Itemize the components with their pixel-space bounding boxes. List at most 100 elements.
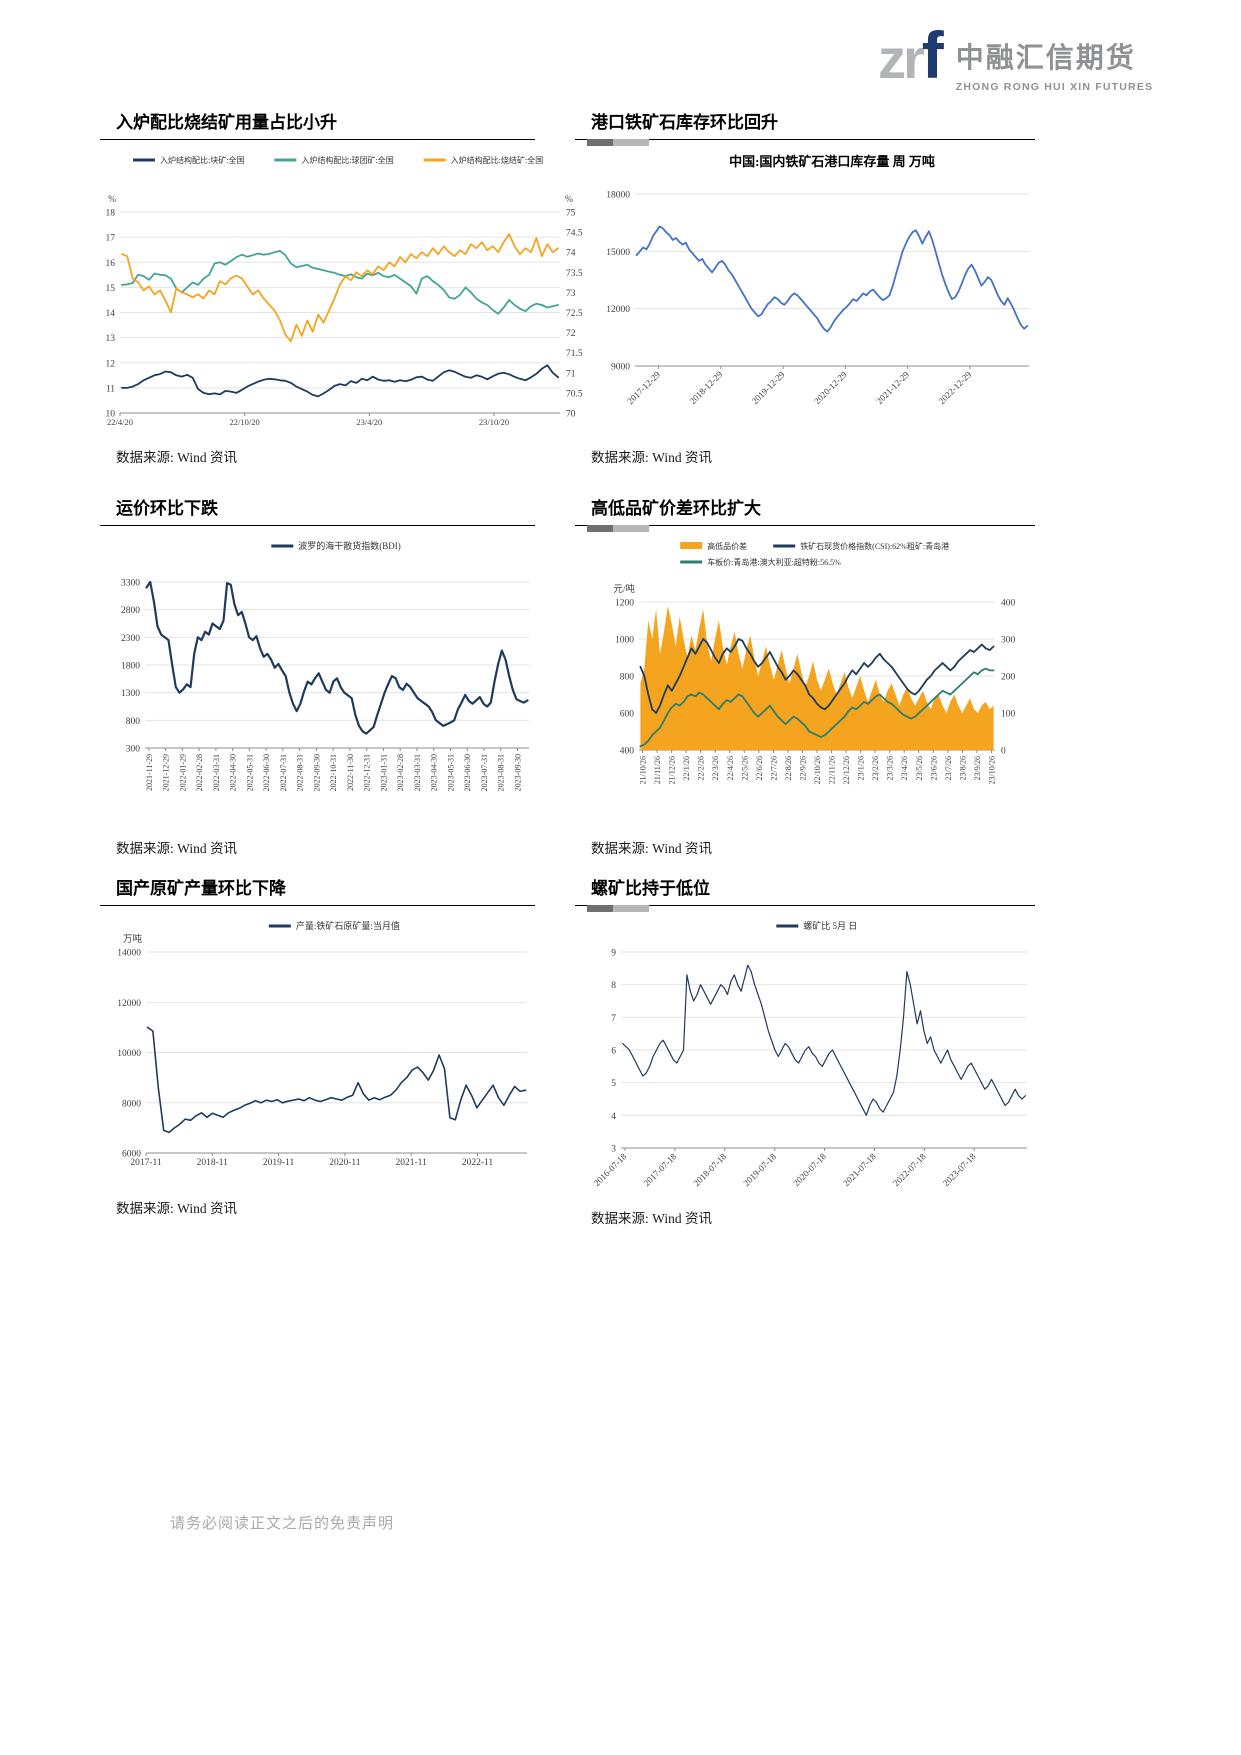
y2-tick-label: 70.5 bbox=[566, 390, 583, 400]
x-tick-label: 2018-07-18 bbox=[691, 1151, 728, 1188]
x-tick-label: 22/6/26 bbox=[755, 756, 764, 780]
x-tick-label: 2022-12-29 bbox=[937, 369, 974, 406]
y-tick-label: 11 bbox=[106, 385, 115, 395]
panel-title-furnace-blend: 入炉配比烧结矿用量占比小升 bbox=[100, 112, 535, 141]
y-tick-label: 4 bbox=[611, 1112, 616, 1122]
logo-mark: zrf bbox=[878, 22, 944, 88]
x-tick-label: 2022-04-30 bbox=[229, 754, 238, 791]
x-tick-label: 2020-07-18 bbox=[791, 1151, 828, 1188]
y-tick-label: 17 bbox=[106, 234, 116, 244]
legend-label: 波罗的海干散货指数(BDI) bbox=[298, 540, 401, 551]
y2-tick-label: 70 bbox=[566, 410, 576, 420]
x-tick-label: 2020-12-29 bbox=[812, 369, 849, 406]
x-tick-label: 2022-08-31 bbox=[296, 754, 305, 791]
x-tick-label: 21/12/26 bbox=[668, 756, 677, 784]
logo-f: f bbox=[921, 18, 944, 92]
y2-tick-label: 200 bbox=[1001, 673, 1016, 683]
data-source-caption: 数据来源: Wind 资讯 bbox=[591, 841, 712, 857]
x-tick-label: 2019-12-29 bbox=[750, 369, 787, 406]
x-tick-label: 2023-03-31 bbox=[413, 754, 422, 791]
y-tick-label: 13 bbox=[106, 334, 116, 344]
x-tick-label: 2023-02-28 bbox=[396, 754, 405, 791]
port-inventory-chart: 中国:国内铁矿石港口库存量 周 万吨1800015000120009000201… bbox=[606, 154, 1029, 406]
y-tick-label: 18000 bbox=[606, 191, 630, 201]
footer-disclaimer: 请务必阅读正文之后的免责声明 bbox=[170, 1512, 394, 1533]
y-tick-label: 1800 bbox=[121, 662, 140, 672]
series-line-ssf-truck-price bbox=[639, 667, 995, 748]
x-tick-label: 22/7/26 bbox=[769, 756, 778, 780]
x-tick-label: 2021-12-29 bbox=[162, 754, 171, 791]
series-line-rebar-ore-ratio bbox=[621, 964, 1026, 1117]
y2-tick-label: 300 bbox=[1001, 636, 1016, 646]
x-tick-label: 23/9/26 bbox=[973, 756, 982, 780]
y-tick-label: 300 bbox=[126, 745, 141, 755]
data-source-caption: 数据来源: Wind 资讯 bbox=[116, 1201, 237, 1217]
x-tick-label: 2021-07-18 bbox=[841, 1151, 878, 1188]
legend-label: 高低品价差 bbox=[707, 541, 747, 551]
x-tick-label: 2021-11 bbox=[396, 1158, 428, 1168]
x-tick-label: 23/6/26 bbox=[929, 756, 938, 780]
x-tick-label: 22/4/26 bbox=[726, 756, 735, 780]
x-tick-label: 23/2/26 bbox=[871, 756, 880, 780]
embedded-object-artifact bbox=[587, 525, 649, 532]
x-tick-label: 2022-06-30 bbox=[262, 754, 271, 791]
y-tick-label: 18 bbox=[106, 209, 116, 219]
y-tick-label: 6000 bbox=[122, 1150, 141, 1160]
logo-zr: zr bbox=[878, 27, 925, 90]
y-tick-label: 15000 bbox=[606, 248, 630, 258]
panel-port-inventory: 港口铁矿石库存环比回升 中国:国内铁矿石港口库存量 周 万吨 18000 15000… bbox=[575, 112, 1035, 466]
x-tick-label: 2022-07-31 bbox=[279, 754, 288, 791]
y-tick-label: 1200 bbox=[615, 599, 634, 609]
disclaimer-text: 请务必阅读正文之后的免责声明 bbox=[170, 1516, 395, 1532]
x-tick-label: 2022-03-31 bbox=[212, 754, 221, 791]
x-tick-label: 22/1/26 bbox=[682, 756, 691, 780]
panel-title-port-inventory: 港口铁矿石库存环比回升 bbox=[575, 112, 1035, 141]
series-line-bdi-index bbox=[145, 581, 529, 735]
x-tick-label: 2018-12-29 bbox=[688, 369, 725, 406]
x-tick-label: 22/4/20 bbox=[107, 417, 133, 427]
y-tick-label: 8 bbox=[611, 981, 616, 991]
y2-tick-label: 0 bbox=[1001, 747, 1006, 757]
x-tick-label: 22/10/26 bbox=[813, 756, 822, 784]
y-tick-label: 3300 bbox=[121, 579, 140, 589]
y-axis-unit: % bbox=[108, 195, 116, 205]
x-tick-label: 2020-11 bbox=[329, 1158, 361, 1168]
x-tick-label: 2023-04-30 bbox=[430, 754, 439, 791]
series-line-sinter-ore bbox=[120, 233, 560, 343]
x-tick-label: 2017-07-18 bbox=[642, 1151, 679, 1188]
legend-label: 车板价:青岛港:澳大利亚:超特粉:56.5% bbox=[707, 557, 841, 567]
y-tick-label: 600 bbox=[620, 710, 635, 720]
y-tick-label: 400 bbox=[620, 747, 635, 757]
y-tick-label: 9 bbox=[611, 949, 616, 959]
y2-axis-unit: % bbox=[565, 195, 573, 205]
y-tick-label: 1300 bbox=[121, 689, 140, 699]
y-tick-label: 6 bbox=[611, 1047, 616, 1057]
x-tick-label: 21/10/26 bbox=[639, 756, 648, 784]
y-tick-label: 2300 bbox=[121, 634, 140, 644]
y-tick-label: 3 bbox=[611, 1145, 616, 1155]
panel-freight-rate: 运价环比下跌 波罗的海干散货指数(BDI) 3300 2800 2300 1800 130… bbox=[100, 498, 535, 857]
y2-tick-label: 71.5 bbox=[566, 349, 583, 359]
logo-company-name-en: ZHONG RONG HUI XIN FUTURES bbox=[955, 81, 1154, 93]
x-tick-label: 2021-12-29 bbox=[874, 369, 911, 406]
legend-swatch bbox=[680, 542, 703, 550]
x-tick-label: 23/5/26 bbox=[915, 756, 924, 780]
x-tick-label: 22/3/26 bbox=[711, 756, 720, 780]
y2-tick-label: 74 bbox=[566, 249, 576, 259]
x-tick-label: 2019-11 bbox=[263, 1158, 295, 1168]
y-tick-label: 10000 bbox=[117, 1049, 141, 1059]
y-tick-label: 16 bbox=[106, 259, 116, 269]
legend-label: 螺矿比 5月 日 bbox=[803, 920, 857, 931]
series-line-raw-ore-output bbox=[146, 1026, 527, 1134]
panel-rebar-ore-ratio: 螺矿比持于低位 螺矿比 5月 日 9 8 7 6 5 4 3 2016-07-18 2017-07… bbox=[575, 878, 1035, 1227]
series-line-port-inventory bbox=[635, 225, 1029, 333]
x-tick-label: 2022-01-29 bbox=[178, 754, 187, 791]
data-source-caption: 数据来源: Wind 资讯 bbox=[591, 1211, 712, 1227]
bdi-freight-chart: 波罗的海干散货指数(BDI) 3300 2800 2300 1800 1300 800 300… bbox=[121, 540, 529, 792]
x-tick-label: 2022-12-31 bbox=[363, 754, 372, 791]
x-tick-label: 2022-11 bbox=[462, 1158, 494, 1168]
x-tick-label: 2019-07-18 bbox=[741, 1151, 778, 1188]
x-tick-label: 22/5/26 bbox=[740, 756, 749, 780]
